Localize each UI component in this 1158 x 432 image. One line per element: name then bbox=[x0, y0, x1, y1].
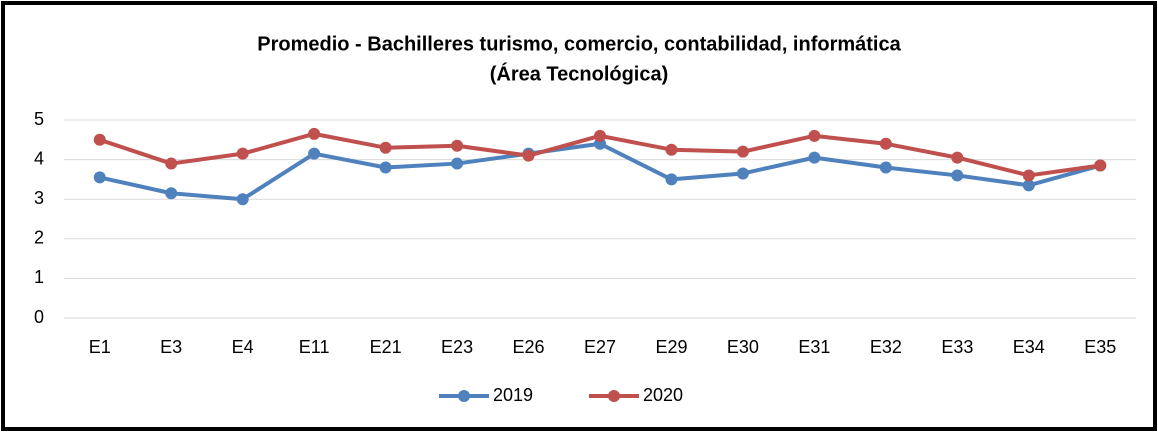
legend-marker bbox=[458, 390, 470, 402]
data-point bbox=[308, 147, 321, 160]
x-tick-label: E34 bbox=[1013, 337, 1045, 357]
data-point bbox=[236, 193, 249, 206]
x-tick-label: E4 bbox=[232, 337, 254, 357]
data-point bbox=[736, 167, 749, 180]
x-tick-label: E26 bbox=[513, 337, 545, 357]
data-point bbox=[736, 145, 749, 158]
data-point bbox=[594, 129, 606, 142]
data-point bbox=[665, 173, 678, 186]
data-point bbox=[451, 139, 464, 152]
x-tick-label: E30 bbox=[727, 337, 759, 357]
x-tick-label: E11 bbox=[299, 337, 330, 357]
y-tick-label: 3 bbox=[34, 188, 44, 208]
x-tick-label: E29 bbox=[655, 337, 687, 357]
legend-label: 2019 bbox=[493, 385, 533, 405]
chart-title: Promedio - Bachilleres turismo, comercio… bbox=[257, 33, 901, 55]
data-point bbox=[379, 141, 392, 154]
data-point bbox=[879, 161, 892, 174]
data-point bbox=[1022, 169, 1035, 182]
data-point bbox=[308, 127, 321, 140]
y-tick-label: 5 bbox=[34, 109, 44, 129]
data-point bbox=[379, 161, 392, 174]
data-point bbox=[879, 137, 892, 150]
legend-label: 2020 bbox=[643, 385, 683, 405]
y-tick-label: 1 bbox=[34, 267, 44, 287]
data-point bbox=[93, 171, 106, 184]
x-tick-label: E27 bbox=[584, 337, 616, 357]
x-tick-label: E31 bbox=[798, 337, 830, 357]
y-tick-label: 4 bbox=[34, 148, 44, 168]
data-point bbox=[951, 169, 964, 182]
y-tick-label: 0 bbox=[34, 307, 44, 327]
x-tick-label: E23 bbox=[441, 337, 473, 357]
data-point bbox=[1022, 179, 1035, 192]
data-point bbox=[522, 149, 535, 162]
x-tick-label: E32 bbox=[870, 337, 902, 357]
x-tick-label: E21 bbox=[370, 337, 402, 357]
data-point bbox=[1094, 159, 1107, 172]
data-point bbox=[93, 133, 106, 146]
x-tick-label: E33 bbox=[941, 337, 973, 357]
x-tick-label: E3 bbox=[160, 337, 182, 357]
data-point bbox=[951, 151, 964, 164]
x-tick-label: E35 bbox=[1084, 337, 1116, 357]
data-point bbox=[808, 151, 821, 164]
data-point bbox=[665, 143, 678, 156]
data-point bbox=[808, 129, 821, 142]
data-point bbox=[451, 157, 464, 170]
x-tick-label: E1 bbox=[89, 337, 111, 357]
legend-marker bbox=[608, 390, 620, 402]
data-point bbox=[165, 187, 178, 200]
y-tick-label: 2 bbox=[34, 228, 44, 248]
data-point bbox=[236, 147, 249, 160]
chart-subtitle: (Área Tecnológica) bbox=[490, 62, 669, 85]
data-point bbox=[165, 157, 178, 170]
